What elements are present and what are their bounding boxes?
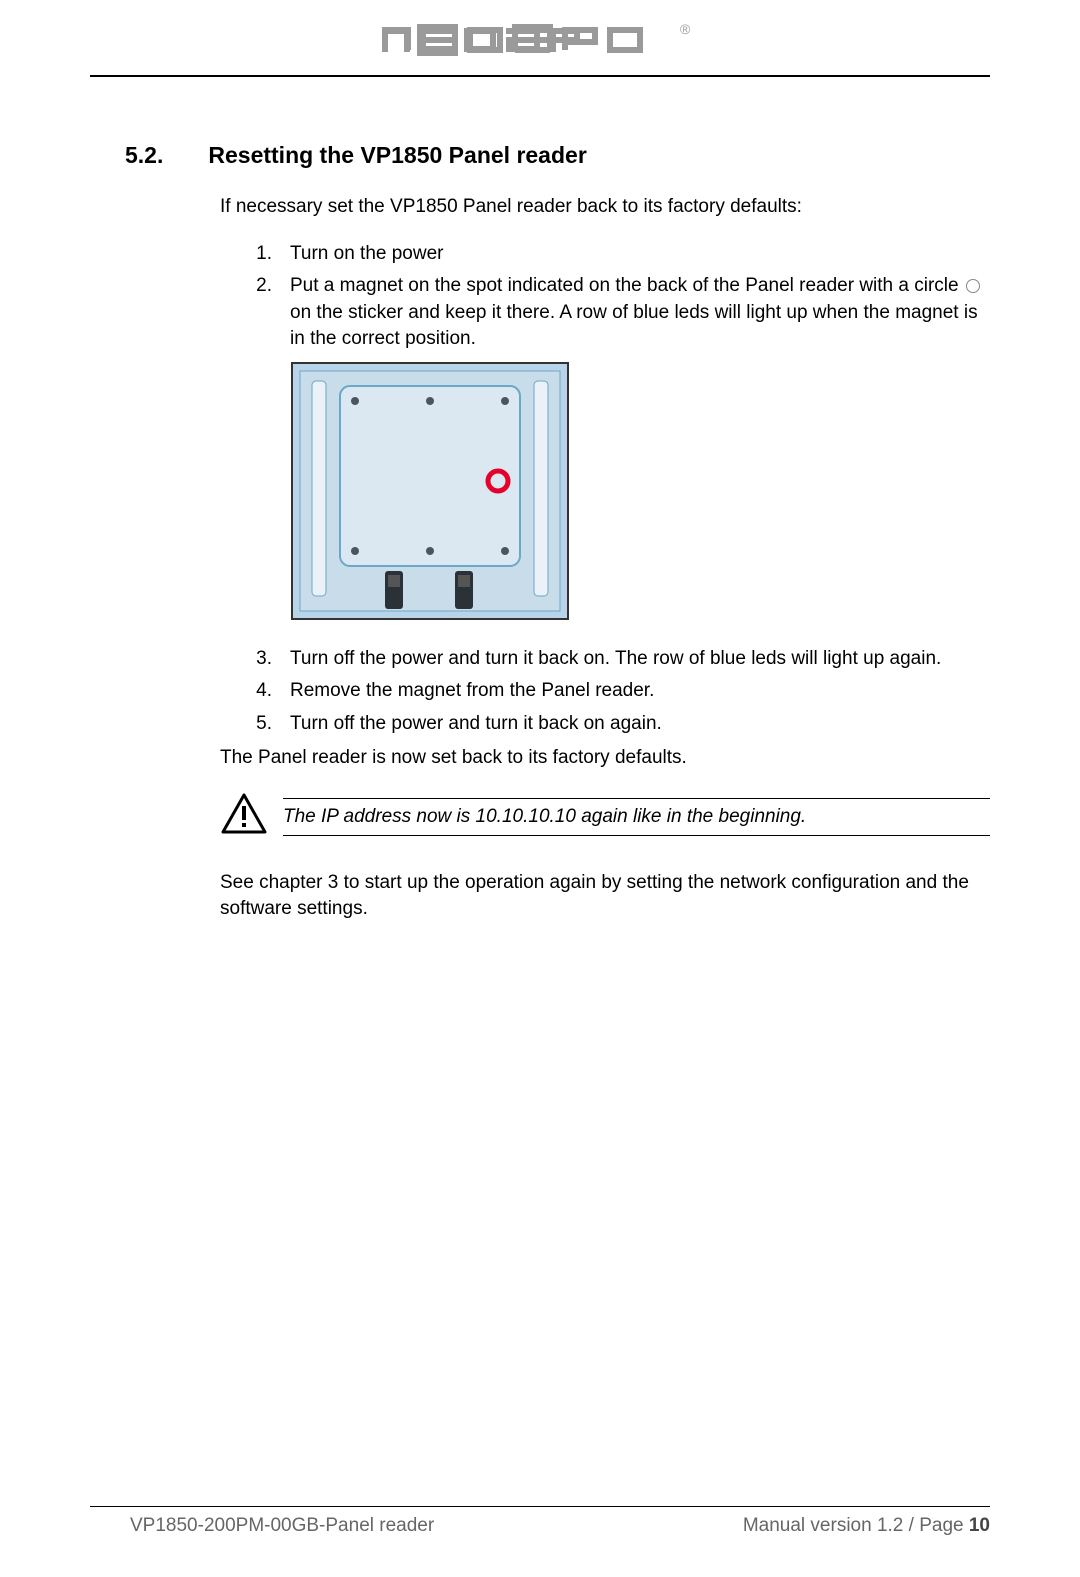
step-text: Remove the magnet from the Panel reader. <box>290 678 990 705</box>
section-heading: 5.2. Resetting the VP1850 Panel reader <box>90 142 990 169</box>
step-number: 1. <box>250 241 272 268</box>
header-divider <box>90 75 990 77</box>
page-header: ® <box>90 20 990 92</box>
section-number: 5.2. <box>125 142 163 169</box>
step-text: Turn off the power and turn it back on. … <box>290 646 990 673</box>
footer-divider <box>90 1506 990 1507</box>
step-text: Put a magnet on the spot indicated on th… <box>290 273 990 639</box>
warning-icon <box>220 792 268 845</box>
list-item: 4. Remove the magnet from the Panel read… <box>250 678 990 705</box>
circle-icon <box>966 279 980 293</box>
note-text: The IP address now is 10.10.10.10 again … <box>283 802 990 835</box>
footer-version: Manual version 1.2 / Page 10 <box>743 1515 990 1537</box>
list-item: 5. Turn off the power and turn it back o… <box>250 711 990 738</box>
svg-text:®: ® <box>680 21 691 37</box>
page-footer: VP1850-200PM-00GB-Panel reader Manual ve… <box>90 1506 990 1537</box>
step-text-before: Put a magnet on the spot indicated on th… <box>290 275 959 296</box>
brand-logo: ® <box>380 20 700 65</box>
content-area: 5.2. Resetting the VP1850 Panel reader I… <box>90 92 990 923</box>
device-illustration <box>290 361 990 630</box>
step-number: 5. <box>250 711 272 738</box>
step-text: Turn off the power and turn it back on a… <box>290 711 990 738</box>
step-number: 4. <box>250 678 272 705</box>
section-title: Resetting the VP1850 Panel reader <box>208 142 586 169</box>
warning-note: The IP address now is 10.10.10.10 again … <box>220 792 990 845</box>
closing-text: See chapter 3 to start up the operation … <box>220 870 990 923</box>
step-number: 2. <box>250 273 272 639</box>
step-number: 3. <box>250 646 272 673</box>
list-item: 1. Turn on the power <box>250 241 990 268</box>
list-item: 3. Turn off the power and turn it back o… <box>250 646 990 673</box>
footer-doc-id: VP1850-200PM-00GB-Panel reader <box>130 1515 434 1537</box>
page-number: 10 <box>969 1515 990 1536</box>
intro-text: If necessary set the VP1850 Panel reader… <box>220 194 990 221</box>
step-text: Turn on the power <box>290 241 990 268</box>
footer-version-prefix: Manual version 1.2 / Page <box>743 1515 969 1536</box>
list-item: 2. Put a magnet on the spot indicated on… <box>250 273 990 639</box>
steps-list: 1. Turn on the power 2. Put a magnet on … <box>220 241 990 738</box>
step-text-after: on the sticker and keep it there. A row … <box>290 302 978 350</box>
after-steps-text: The Panel reader is now set back to its … <box>220 745 990 772</box>
